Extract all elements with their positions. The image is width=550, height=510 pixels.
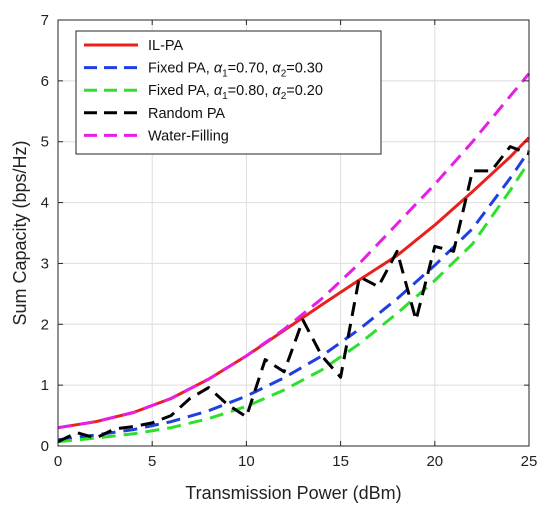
- y-tick-label: 5: [41, 134, 49, 151]
- x-tick-label: 10: [238, 453, 255, 470]
- legend-label-4: Water-Filling: [148, 128, 229, 144]
- x-axis-title: Transmission Power (dBm): [185, 483, 401, 503]
- x-tick-label: 5: [148, 453, 156, 470]
- legend-label-part: =0.70,: [228, 61, 273, 77]
- legend-label-part: α: [214, 61, 223, 77]
- plot-frame: [57, 19, 530, 447]
- legend-label-3: Random PA: [148, 106, 225, 122]
- legend-label-part: α: [272, 61, 281, 77]
- legend-label-part: =0.80,: [228, 83, 273, 99]
- x-tick-label: 25: [521, 453, 538, 470]
- x-tick-label: 15: [332, 453, 349, 470]
- legend-label-2: Fixed PA, α1=0.80, α2=0.20: [148, 83, 323, 102]
- legend-label-part: =0.30: [286, 61, 323, 77]
- legend-label-part: α: [272, 83, 281, 99]
- legend-label-part: Fixed PA,: [148, 83, 214, 99]
- legend-box: [75, 30, 382, 155]
- y-tick-label: 3: [41, 255, 49, 272]
- series-line-0: [57, 136, 531, 430]
- y-tick-label: 7: [41, 12, 49, 29]
- series-lines: [57, 72, 531, 444]
- legend-label-part: α: [214, 83, 223, 99]
- legend-label-part: 2: [281, 91, 287, 102]
- y-axis-title: Sum Capacity (bps/Hz): [10, 140, 30, 325]
- legend-label-part: Fixed PA,: [148, 61, 214, 77]
- series-line-3: [57, 145, 530, 444]
- series-line-4: [57, 72, 531, 430]
- y-tick-label: 0: [41, 438, 49, 455]
- legend-label-0: IL-PA: [148, 38, 184, 54]
- y-tick-label: 2: [41, 316, 49, 333]
- series-line-1: [57, 149, 531, 442]
- y-tick-label: 4: [41, 195, 49, 212]
- legend-label-part: 1: [222, 91, 228, 102]
- x-tick-label: 0: [54, 453, 62, 470]
- y-tick-label: 1: [41, 377, 49, 394]
- series-line-2: [57, 160, 531, 444]
- legend-label-part: 1: [222, 69, 228, 80]
- legend-label-1: Fixed PA, α1=0.70, α2=0.30: [148, 61, 323, 80]
- legend-label-part: 2: [281, 69, 287, 80]
- legend-label-part: =0.20: [286, 83, 323, 99]
- axis-ticks: 0 5 10 15 20 25 0 1 2 3 4 5 6 7: [41, 12, 538, 470]
- y-tick-label: 6: [41, 73, 49, 90]
- x-tick-label: 20: [426, 453, 443, 470]
